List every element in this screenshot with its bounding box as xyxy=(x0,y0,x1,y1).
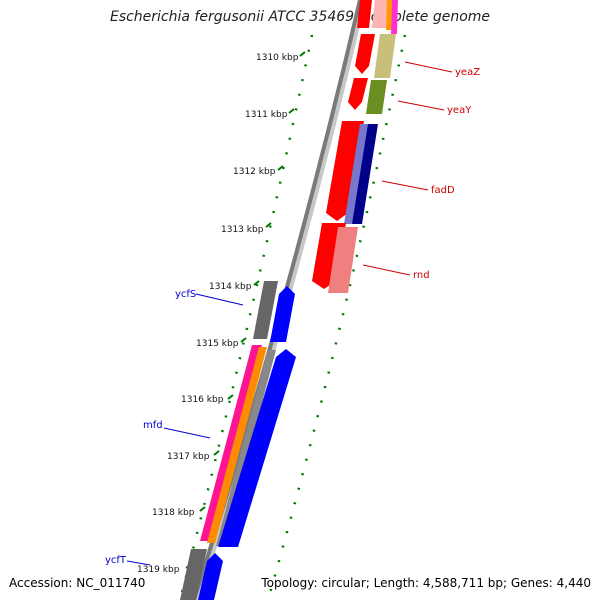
gene-cds-ycfT xyxy=(198,553,223,600)
gene-leader-line xyxy=(195,293,244,306)
gene-label-ycfT: ycfT xyxy=(105,555,127,566)
kbp-tick-label: 1315 kbp xyxy=(196,339,239,349)
kbp-tick-label: 1312 kbp xyxy=(233,167,276,177)
gene-label-yeaZ: yeaZ xyxy=(455,67,480,78)
gene-leader-line xyxy=(404,61,453,73)
accession-text: Accession: NC_011740 xyxy=(9,576,146,590)
gene-label-mfd: mfd xyxy=(143,420,163,431)
gene-label-yeaY: yeaY xyxy=(447,105,472,116)
kbp-tick-mark xyxy=(240,337,247,343)
gene-feature-mfd-orange xyxy=(207,347,267,543)
gene-label-ycfS: ycfS xyxy=(175,289,196,300)
gene-leader-line xyxy=(362,264,411,276)
kbp-tick-mark xyxy=(227,394,234,400)
gene-cds-yeaZ xyxy=(355,34,375,74)
gene-feature-ycfS xyxy=(253,281,278,339)
kbp-tick-label: 1319 kbp xyxy=(137,565,180,575)
gene-feature-rnd xyxy=(328,227,358,293)
gene-leader-line xyxy=(163,427,211,439)
gene-cds-ycfS xyxy=(270,286,295,342)
gene-feature-yeaZ xyxy=(374,34,396,78)
kbp-tick-label: 1318 kbp xyxy=(152,508,195,518)
gene-feature-mfd-pink xyxy=(200,345,262,541)
gene-cds-top xyxy=(357,0,372,28)
kbp-tick-mark xyxy=(253,280,260,286)
gene-feature-fadD-navy xyxy=(352,124,378,224)
gene-feature-mfd-gray xyxy=(216,350,276,546)
gene-label-rnd: rnd xyxy=(413,270,430,281)
gene-feature-top-magenta xyxy=(391,0,398,34)
genome-summary-text: Topology: circular; Length: 4,588,711 bp… xyxy=(261,576,591,590)
kbp-tick-label: 1314 kbp xyxy=(209,282,252,292)
gene-feature-yeaY xyxy=(366,80,387,114)
gene-cds-mfd xyxy=(218,349,296,547)
gene-cds-fadD xyxy=(326,121,364,221)
kbp-tick-mark xyxy=(277,165,284,171)
kbp-tick-mark xyxy=(199,506,206,512)
gene-leader-line xyxy=(126,560,151,566)
kbp-tick-label: 1313 kbp xyxy=(221,225,264,235)
kbp-tick-label: 1317 kbp xyxy=(167,452,210,462)
kbp-tick-mark xyxy=(265,222,272,228)
kbp-tick-label: 1311 kbp xyxy=(245,110,288,120)
kbp-tick-mark xyxy=(288,108,295,114)
gene-feature-ycfT xyxy=(180,549,207,600)
gene-feature-top-pink xyxy=(372,0,389,28)
gene-feature-top-orange xyxy=(386,0,393,30)
kbp-tick-mark xyxy=(213,450,220,456)
gene-leader-line xyxy=(397,100,445,111)
kbp-tick-label: 1310 kbp xyxy=(256,53,299,63)
kbp-tick-mark xyxy=(299,51,306,57)
gene-label-fadD: fadD xyxy=(431,185,455,196)
gene-leader-line xyxy=(381,180,429,191)
gene-cds-yeaY xyxy=(348,78,368,110)
kbp-tick-label: 1316 kbp xyxy=(181,395,224,405)
